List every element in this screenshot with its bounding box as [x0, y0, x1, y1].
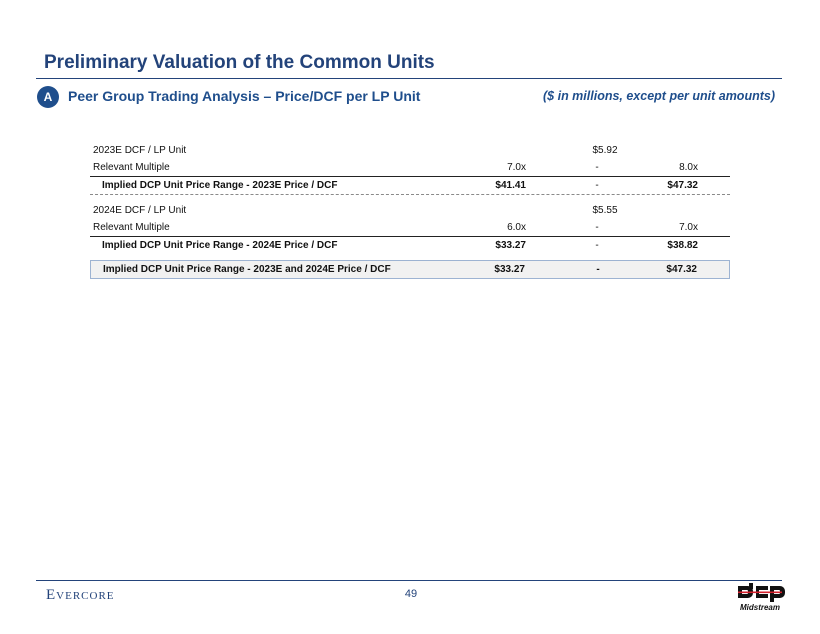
row-label: 2023E DCF / LP Unit [93, 145, 187, 156]
page-number: 49 [404, 588, 418, 600]
row-label: Implied DCP Unit Price Range - 2023E Pri… [102, 180, 338, 191]
multiple-high: 8.0x [679, 162, 698, 173]
table-row-2023-dcf: 2023E DCF / LP Unit $5.92 [90, 142, 730, 159]
row-label: 2024E DCF / LP Unit [93, 205, 187, 216]
implied-high: $38.82 [667, 240, 698, 251]
multiple-low: 6.0x [507, 222, 526, 233]
table-row-2024-multiple: Relevant Multiple 6.0x - 7.0x [90, 219, 730, 236]
summary-high: $47.32 [666, 264, 697, 275]
range-separator: - [595, 240, 599, 251]
dcp-midstream-logo: Midstream [738, 583, 785, 612]
range-separator: - [595, 180, 599, 191]
implied-low: $41.41 [495, 180, 526, 191]
valuation-table: 2023E DCF / LP Unit $5.92 Relevant Multi… [90, 142, 730, 279]
dcf-value: $5.92 [592, 145, 618, 156]
table-row-2023-implied: Implied DCP Unit Price Range - 2023E Pri… [90, 176, 730, 194]
implied-high: $47.32 [667, 180, 698, 191]
footer-divider [36, 580, 782, 581]
logo-wordmark: Midstream [740, 603, 780, 612]
row-label: Relevant Multiple [93, 162, 170, 173]
summary-low: $33.27 [494, 264, 525, 275]
dcf-value: $5.55 [592, 205, 618, 216]
row-label: Implied DCP Unit Price Range - 2024E Pri… [102, 240, 338, 251]
section-badge: A [37, 86, 59, 108]
range-separator: - [595, 162, 599, 173]
multiple-low: 7.0x [507, 162, 526, 173]
page-title: Preliminary Valuation of the Common Unit… [44, 52, 435, 73]
range-separator: - [595, 222, 599, 233]
row-label: Relevant Multiple [93, 222, 170, 233]
table-row-2023-multiple: Relevant Multiple 7.0x - 8.0x [90, 159, 730, 176]
table-row-2024-implied: Implied DCP Unit Price Range - 2024E Pri… [90, 236, 730, 254]
table-row-2024-dcf: 2024E DCF / LP Unit $5.55 [90, 202, 730, 219]
evercore-logo: Evercore [46, 587, 115, 603]
summary-row: Implied DCP Unit Price Range - 2023E and… [90, 260, 730, 279]
implied-low: $33.27 [495, 240, 526, 251]
multiple-high: 7.0x [679, 222, 698, 233]
section-divider [90, 194, 730, 202]
title-divider [36, 78, 782, 79]
summary-label: Implied DCP Unit Price Range - 2023E and… [103, 264, 391, 275]
range-separator: - [596, 264, 600, 275]
units-note: ($ in millions, except per unit amounts) [543, 89, 775, 103]
section-subtitle: Peer Group Trading Analysis – Price/DCF … [68, 88, 421, 104]
